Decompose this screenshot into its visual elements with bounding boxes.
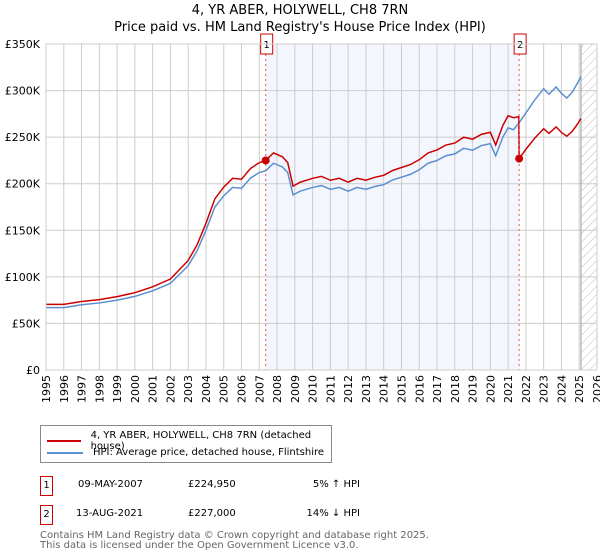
transaction-date: 09-MAY-2007 [78, 479, 144, 490]
x-tick-label: 2020 [484, 375, 497, 403]
y-tick-label: £0 [26, 364, 40, 377]
x-tick-label: 2012 [342, 375, 355, 403]
y-tick-label: £250K [5, 131, 41, 144]
chart-subtitle: Price paid vs. HM Land Registry's House … [114, 20, 486, 35]
legend-label-property: 4, YR ABER, HOLYWELL, CH8 7RN (detached … [90, 430, 312, 452]
x-tick-label: 2026 [591, 375, 600, 403]
x-tick-label: 2025 [573, 375, 586, 403]
legend-blue-line [47, 451, 83, 454]
forecast-hatch [581, 44, 597, 370]
x-tick-label: 1997 [76, 375, 89, 403]
hpi-line [46, 76, 582, 309]
transaction-badge: 2 [40, 505, 53, 525]
transaction-date: 13-AUG-2021 [76, 508, 144, 519]
x-tick-label: 2009 [289, 375, 302, 403]
x-tick-label: 2004 [200, 375, 213, 403]
transaction-row: 2 13-AUG-2021 £227,000 14% ↓ HPI [40, 505, 360, 525]
x-tick-label: 2018 [449, 375, 462, 403]
x-tick-label: 2015 [395, 375, 408, 403]
legend: 4, YR ABER, HOLYWELL, CH8 7RN (detached … [40, 425, 332, 463]
x-tick-label: 2001 [147, 375, 160, 403]
transaction-price: £224,950 [188, 479, 236, 490]
plot-frame [45, 43, 598, 371]
x-tick-label: 2003 [182, 375, 195, 403]
transaction-badge: 1 [40, 476, 53, 496]
shaded-period [265, 44, 520, 370]
transaction-hpi: 14% ↓ HPI [306, 508, 360, 519]
x-tick-label: 2017 [431, 375, 444, 403]
x-tick-label: 2019 [467, 375, 480, 403]
footer-licence: This data is licensed under the Open Gov… [40, 540, 359, 551]
x-tick-label: 1998 [93, 375, 106, 403]
x-tick-label: 2022 [520, 375, 533, 403]
y-tick-label: £100K [5, 271, 41, 284]
x-tick-label: 1996 [58, 375, 71, 403]
footer-copyright: Contains HM Land Registry data © Crown c… [40, 530, 429, 541]
sale-point [261, 156, 270, 165]
footer: Contains HM Land Registry data © Crown c… [40, 531, 429, 551]
x-tick-label: 2006 [236, 375, 249, 403]
x-tick-label: 2021 [502, 375, 515, 403]
x-tick-label: 2024 [555, 375, 568, 403]
legend-label-hpi: HPI: Average price, detached house, Flin… [93, 447, 325, 458]
transaction-row: 1 09-MAY-2007 £224,950 5% ↑ HPI [40, 476, 360, 496]
transaction-price: £227,000 [188, 508, 236, 519]
price-chart: 1995 1996 1997 1998 1999 2000 2001 2002 2003 2004… [5, 33, 600, 403]
y-tick-label: £350K [5, 38, 41, 51]
x-tick-label: 2000 [129, 375, 142, 403]
y-tick-label: £50K [12, 317, 41, 330]
x-tick-label: 1995 [40, 375, 53, 403]
x-tick-label: 2002 [164, 375, 177, 403]
legend-red-line [47, 440, 81, 442]
x-tick-label: 2013 [360, 375, 373, 403]
y-tick-label: £300K [5, 85, 41, 98]
y-tick-label: £150K [5, 224, 41, 237]
x-tick-label: 2014 [378, 375, 391, 403]
x-tick-label: 1999 [111, 375, 124, 403]
x-tick-label: 2008 [271, 375, 284, 403]
chart-title: 4, YR ABER, HOLYWELL, CH8 7RN [191, 3, 409, 18]
sale-point [515, 154, 524, 163]
sale-badge-label: 1 [264, 40, 270, 51]
transaction-hpi: 5% ↑ HPI [312, 479, 360, 490]
x-tick-label: 2005 [218, 375, 231, 403]
x-tick-label: 2010 [307, 375, 320, 403]
x-tick-label: 2007 [253, 375, 266, 403]
y-tick-label: £200K [5, 178, 41, 191]
x-tick-label: 2016 [413, 375, 426, 403]
x-tick-label: 2011 [324, 375, 337, 403]
x-tick-label: 2023 [538, 375, 551, 403]
sale-badge-label: 2 [517, 40, 523, 51]
